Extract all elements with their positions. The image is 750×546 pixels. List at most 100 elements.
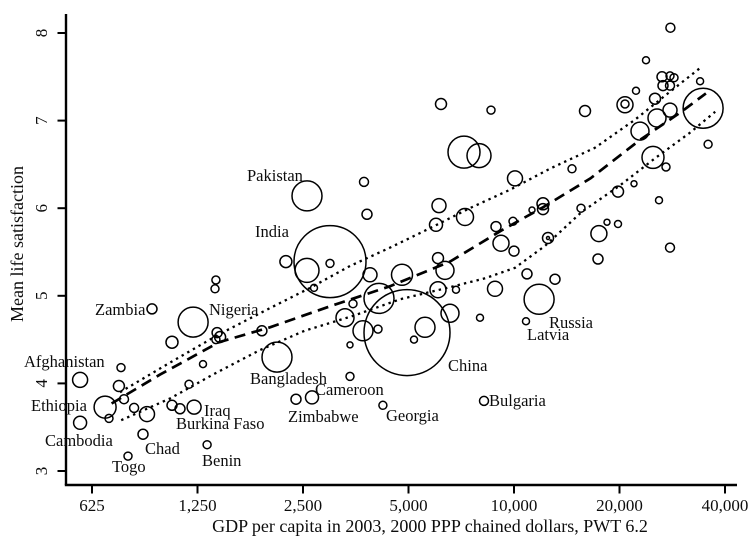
data-point-bubble (654, 196, 664, 205)
country-bubble-nigeria (177, 306, 209, 338)
data-point-bubble (521, 268, 533, 280)
data-point-bubble (165, 335, 179, 349)
country-label-cameroon: Cameroon (315, 380, 384, 399)
data-point-bubble (631, 86, 641, 96)
data-point-bubble (578, 104, 592, 118)
data-point-bubble (409, 335, 419, 344)
data-point-bubble (490, 220, 502, 233)
x-tick-label: 5,000 (389, 496, 427, 515)
data-point-bubble (466, 142, 492, 169)
country-bubble-latvia (521, 316, 531, 326)
country-label-india: India (255, 222, 290, 241)
data-point-bubble (662, 102, 678, 118)
country-bubble-zimbabwe (290, 393, 302, 405)
data-point-bubble (210, 284, 220, 294)
data-point-bubble (611, 185, 625, 198)
country-bubble-bulgaria (478, 395, 490, 407)
data-point-bubble (486, 280, 504, 298)
country-label-bulgaria: Bulgaria (489, 391, 546, 410)
data-point-bubble (431, 197, 447, 214)
data-point-bubble (664, 80, 676, 91)
y-axis-title: Mean life satisfaction (7, 166, 27, 322)
x-tick-label: 625 (79, 496, 105, 515)
data-point-bubble (428, 217, 444, 233)
data-point-bubble (116, 362, 126, 373)
country-label-ethiopia: Ethiopia (31, 396, 88, 415)
data-point-bubble (616, 96, 634, 114)
country-bubble-burkina-faso (174, 403, 186, 415)
data-point-bubble (669, 72, 679, 83)
data-point-bubble (211, 275, 221, 285)
data-point-bubble (346, 341, 354, 349)
data-point-bubble (536, 202, 550, 216)
data-point-bubble (657, 79, 669, 92)
country-bubble-zambia (146, 303, 158, 315)
data-point-bubble (603, 218, 611, 226)
data-point-bubble (656, 71, 668, 83)
data-point-bubble (567, 164, 577, 174)
country-bubble-bangladesh (261, 341, 293, 373)
country-bubble-afghanistan (71, 371, 89, 389)
country-bubble-chad (137, 428, 149, 440)
country-label-bangladesh: Bangladesh (250, 369, 328, 388)
data-point-bubble (648, 92, 662, 105)
trend-upper-band-line (119, 67, 701, 394)
data-point-bubble (492, 234, 510, 252)
country-label-pakistan: Pakistan (247, 166, 303, 185)
x-tick-label: 20,000 (596, 496, 643, 515)
data-point-bubble (682, 87, 724, 130)
data-point-bubble (630, 179, 638, 188)
country-label-nigeria: Nigeria (209, 300, 259, 319)
data-point-bubble (508, 216, 518, 227)
country-bubble-iraq (186, 399, 202, 415)
data-point-bubble (335, 307, 355, 328)
data-point-bubble (279, 254, 293, 269)
data-point-bubble (184, 379, 194, 390)
country-bubble-cameroon (304, 390, 320, 405)
country-label-zimbabwe: Zimbabwe (288, 407, 359, 426)
data-point-bubble (361, 208, 373, 221)
data-point-bubble (508, 245, 520, 257)
data-point-bubble (475, 313, 485, 322)
data-point-bubble (451, 285, 461, 294)
country-bubble-india (293, 224, 367, 299)
data-point-bubble (506, 170, 524, 187)
trend-lower-band-line (120, 110, 716, 422)
country-bubble-togo (123, 451, 133, 461)
country-bubble-cambodia (72, 415, 88, 431)
data-point-bubble (309, 283, 319, 293)
data-point-bubble (630, 121, 650, 141)
country-label-burkina-faso: Burkina Faso (176, 414, 264, 433)
data-point-bubble (545, 235, 551, 241)
y-tick-label: 5 (32, 292, 51, 301)
country-label-chad: Chad (145, 439, 181, 458)
data-point-bubble (429, 280, 447, 299)
country-label-latvia: Latvia (527, 325, 570, 344)
x-tick-label: 10,000 (491, 496, 538, 515)
y-tick-label: 7 (32, 116, 51, 125)
data-point-bubble (486, 105, 496, 115)
data-point-bubble (358, 176, 370, 188)
data-point-bubble (211, 334, 221, 345)
country-label-togo: Togo (112, 457, 146, 476)
data-point-bubble (434, 97, 448, 111)
data-point-bubble (536, 197, 550, 211)
data-point-bubble (128, 402, 140, 414)
data-point-bubble (256, 325, 268, 337)
data-point-bubble (613, 219, 623, 229)
country-label-benin: Benin (202, 451, 241, 470)
data-point-bubble (431, 251, 445, 265)
data-point-bubble (213, 330, 227, 344)
data-point-bubble (363, 282, 395, 315)
data-point-bubble (528, 206, 536, 214)
country-bubble-benin (202, 439, 212, 450)
data-point-bubble (620, 99, 630, 109)
data-point-bubble (345, 371, 355, 382)
country-label-georgia: Georgia (386, 406, 440, 425)
trend-center-line (110, 92, 707, 405)
data-point-bubble (435, 260, 455, 281)
x-tick-label: 1,250 (178, 496, 216, 515)
data-point-bubble (414, 316, 436, 339)
